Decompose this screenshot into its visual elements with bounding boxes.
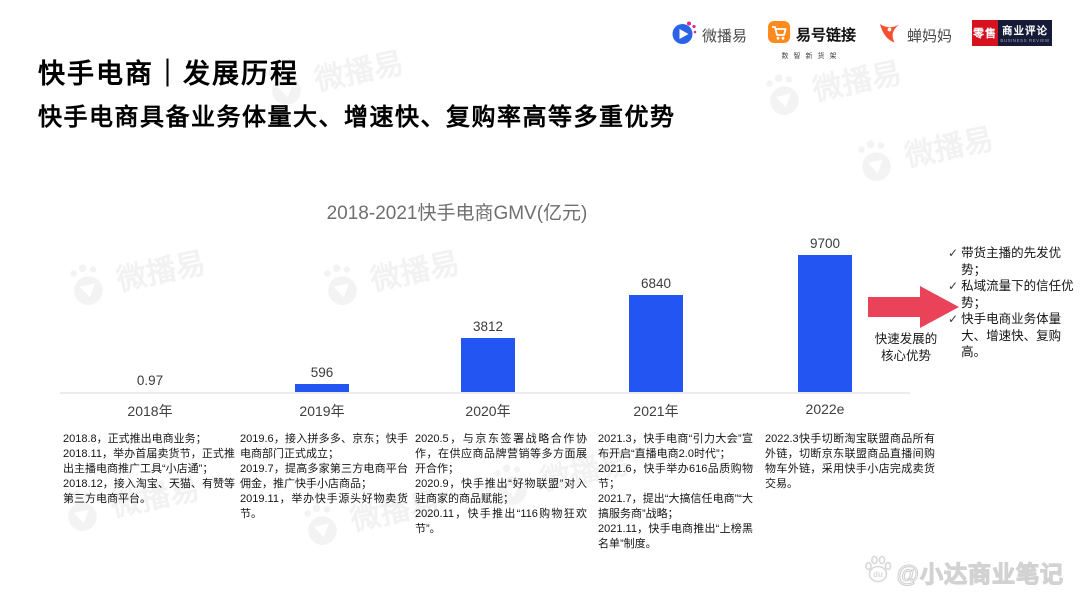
arrow-caption: 快速发展的 核心优势 <box>850 331 962 365</box>
x-axis-label: 2020年 <box>465 403 511 419</box>
gmv-bar-chart: 0.97 596 3812 6840 9700 <box>60 230 910 394</box>
bar-value-label: 6840 <box>640 276 672 291</box>
logo-weiboyi: 微播易 <box>671 20 747 51</box>
logo-yihao-label: 易号链接 <box>795 27 856 44</box>
bar <box>798 255 852 392</box>
check-icon: ✓ <box>948 246 959 260</box>
weiboyi-watermark: 微播易 <box>849 114 997 187</box>
lingshou-review-label: 商业评论 <box>1002 25 1048 37</box>
bar <box>295 384 349 392</box>
weiboyi-watermark-icon <box>766 74 799 115</box>
baidu-paw-icon: du <box>863 553 893 590</box>
timeline-column-2019年: 2019.6，接入拼多多、京东；快手电商部门正式成立； 2019.7，提高多家第… <box>240 433 408 520</box>
lingshou-red-badge: 零售 <box>972 20 998 46</box>
right-arrow-icon <box>868 284 960 335</box>
page-title: 快手电商｜发展历程 <box>38 59 299 89</box>
chart-title: 2018-2021快手电商GMV(亿元) <box>326 203 588 224</box>
logo-chanmama-label: 蝉妈妈 <box>906 28 952 45</box>
timeline-column-2020年: 2020.5，与京东签署战略合作协作，在供应商品牌营销等多方面展开合作； 202… <box>415 433 587 535</box>
lingshou-navy-badge: 商业评论 BUSINESS REVIEW <box>998 20 1052 46</box>
weiboyi-watermark-icon <box>858 140 891 181</box>
logo-chanmama: 蝉妈妈 <box>876 20 952 51</box>
x-axis-label: 2018年 <box>127 403 173 419</box>
weiboyi-watermark-text: 微播易 <box>311 46 407 98</box>
lingshou-review-tagline: BUSINESS REVIEW <box>1000 38 1050 43</box>
check-icon: ✓ <box>948 312 959 326</box>
bar-value-label: 9700 <box>809 236 841 251</box>
bar-group-2018年: 0.97 <box>116 373 184 392</box>
timeline-column-2018年: 2018.8，正式推出电商业务； 2018.11，举办首届卖货节，正式推出主播电… <box>63 433 235 505</box>
advantage-item: ✓ 快手电商业务体量大、增速快、复购高。 <box>948 311 1078 361</box>
bar-value-label: 0.97 <box>136 373 164 388</box>
logo-yihao-tagline: 数智新货架 <box>781 53 842 60</box>
bar-group-2020年: 3812 <box>454 319 522 392</box>
timeline-column-2022e: 2022.3快手切断淘宝联盟商品所有外链，切断京东联盟商品直播间购物车外链，采用… <box>765 433 935 490</box>
x-axis-label: 2019年 <box>299 403 345 419</box>
x-axis-label: 2021年 <box>633 403 679 419</box>
logo-yihao: 易号链接 数智新货架 <box>767 20 856 61</box>
bar-value-label: 596 <box>310 365 334 380</box>
advantage-item: ✓ 带货主播的先发优势； <box>948 245 1078 278</box>
timeline-column-2021年: 2021.3，快手电商“引力大会”宣布开启“直播电商2.0时代”； 2021.6… <box>598 433 753 550</box>
arrow-caption-line1: 快速发展的 <box>874 332 938 346</box>
advantage-text: 私域流量下的信任优势； <box>961 279 1074 310</box>
bar-value-label: 3812 <box>472 319 504 334</box>
advantages-list: ✓ 带货主播的先发优势； ✓ 私域流量下的信任优势； ✓ 快手电商业务体量大、增速快、复购… <box>948 245 1078 361</box>
chanmama-swoosh-icon <box>876 20 902 51</box>
advantage-text: 带货主播的先发优势； <box>961 246 1062 277</box>
page-subtitle: 快手电商具备业务体量大、增速快、复购率高等多重优势 <box>38 104 676 131</box>
bar-group-2021年: 6840 <box>622 276 690 392</box>
logo-lingshou-review: 零售 商业评论 BUSINESS REVIEW <box>972 20 1052 46</box>
brand-logos: 微播易 易号链接 数智新货架 <box>671 20 1052 61</box>
svg-text:du: du <box>873 570 883 579</box>
weiboyi-watermark-text: 微播易 <box>901 122 997 174</box>
bar-group-2019年: 596 <box>288 365 356 392</box>
bar-group-2022e: 9700 <box>791 236 859 392</box>
bar <box>629 295 683 392</box>
x-axis-label: 2022e <box>805 401 845 417</box>
weiboyi-play-icon <box>671 20 697 51</box>
logo-weiboyi-label: 微播易 <box>701 28 747 45</box>
advantage-text: 快手电商业务体量大、增速快、复购高。 <box>961 312 1062 359</box>
credit-watermark: du @小达商业笔记 <box>863 553 1064 590</box>
advantage-item: ✓ 私域流量下的信任优势； <box>948 278 1078 311</box>
credit-handle: @小达商业笔记 <box>896 560 1064 587</box>
chart-x-axis: 2018年 2019年 2020年 2021年 2022e <box>60 401 910 419</box>
arrow-caption-line2: 核心优势 <box>880 349 931 363</box>
yihao-cart-icon <box>767 20 791 49</box>
check-icon: ✓ <box>948 279 959 293</box>
bar <box>461 338 515 392</box>
